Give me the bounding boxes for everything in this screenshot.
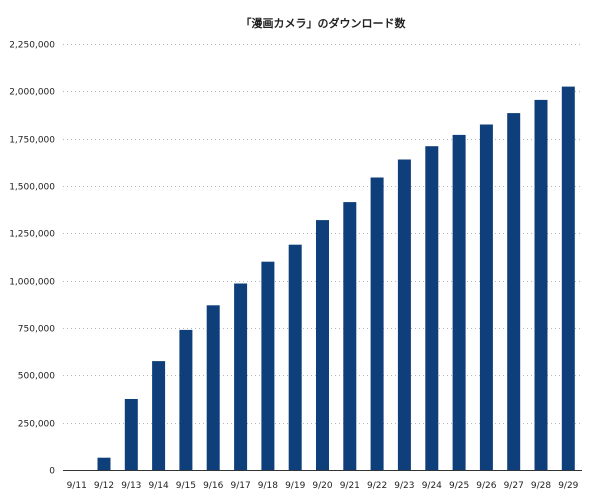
x-tick-label: 9/21: [340, 481, 360, 491]
x-axis-tick-labels: 9/11 9/12 9/13 9/14 9/15 9/16 9/17 9/18 9/19 9/20…: [67, 481, 579, 491]
bar-9-20: [316, 220, 329, 470]
x-tick-label: 9/20: [312, 481, 332, 491]
y-tick-label: 500,000: [18, 372, 55, 382]
bar-9-27: [507, 113, 521, 470]
y-tick-label: 1,750,000: [9, 136, 55, 146]
x-tick-label: 9/17: [230, 481, 250, 491]
y-tick-label: 2,000,000: [9, 88, 55, 98]
y-tick-label: 1,000,000: [9, 278, 55, 288]
x-tick-label: 9/23: [394, 481, 414, 491]
y-tick-label: 2,250,000: [9, 41, 55, 51]
x-tick-label: 9/19: [285, 481, 305, 491]
bar-9-15: [179, 329, 193, 470]
bar-9-12: [97, 457, 111, 470]
x-tick-label: 9/16: [203, 481, 223, 491]
x-tick-label: 9/18: [258, 481, 278, 491]
bar-9-18: [261, 261, 275, 470]
y-tick-label: 1,500,000: [9, 183, 55, 193]
x-tick-label: 9/28: [531, 481, 551, 491]
y-tick-label: 0: [49, 467, 55, 477]
bar-9-25: [452, 134, 466, 470]
bar-9-17: [234, 283, 248, 470]
x-tick-label: 9/14: [148, 481, 168, 491]
x-tick-label: 9/15: [176, 481, 196, 491]
bar-9-28: [534, 99, 548, 471]
bar-9-16: [206, 305, 220, 470]
x-tick-label: 9/11: [67, 481, 87, 491]
bars: [97, 86, 575, 471]
bar-9-29: [561, 86, 575, 470]
bar-9-24: [425, 146, 439, 470]
x-tick-label: 9/29: [558, 481, 578, 491]
chart-title: 「漫画カメラ」のダウンロード数: [241, 16, 407, 30]
y-tick-label: 250,000: [18, 420, 55, 430]
bar-9-14: [152, 361, 166, 470]
y-tick-label: 750,000: [18, 325, 55, 335]
bar-9-22: [370, 177, 384, 470]
bar-9-13: [124, 399, 138, 470]
x-tick-label: 9/27: [504, 481, 524, 491]
x-tick-label: 9/26: [476, 481, 496, 491]
y-tick-label: 1,250,000: [9, 230, 55, 240]
x-tick-label: 9/25: [449, 481, 469, 491]
bar-9-19: [288, 244, 302, 470]
bar-9-23: [397, 159, 411, 470]
y-axis-tick-labels: 0 250,000 500,000 750,000 1,000,000 1,250,000…: [9, 41, 55, 477]
grid-lines: [63, 44, 582, 424]
x-tick-label: 9/12: [94, 481, 114, 491]
x-tick-label: 9/13: [121, 481, 141, 491]
bar-9-26: [479, 124, 493, 470]
x-tick-label: 9/24: [422, 481, 442, 491]
bar-9-21: [343, 202, 357, 470]
x-tick-label: 9/22: [367, 481, 387, 491]
